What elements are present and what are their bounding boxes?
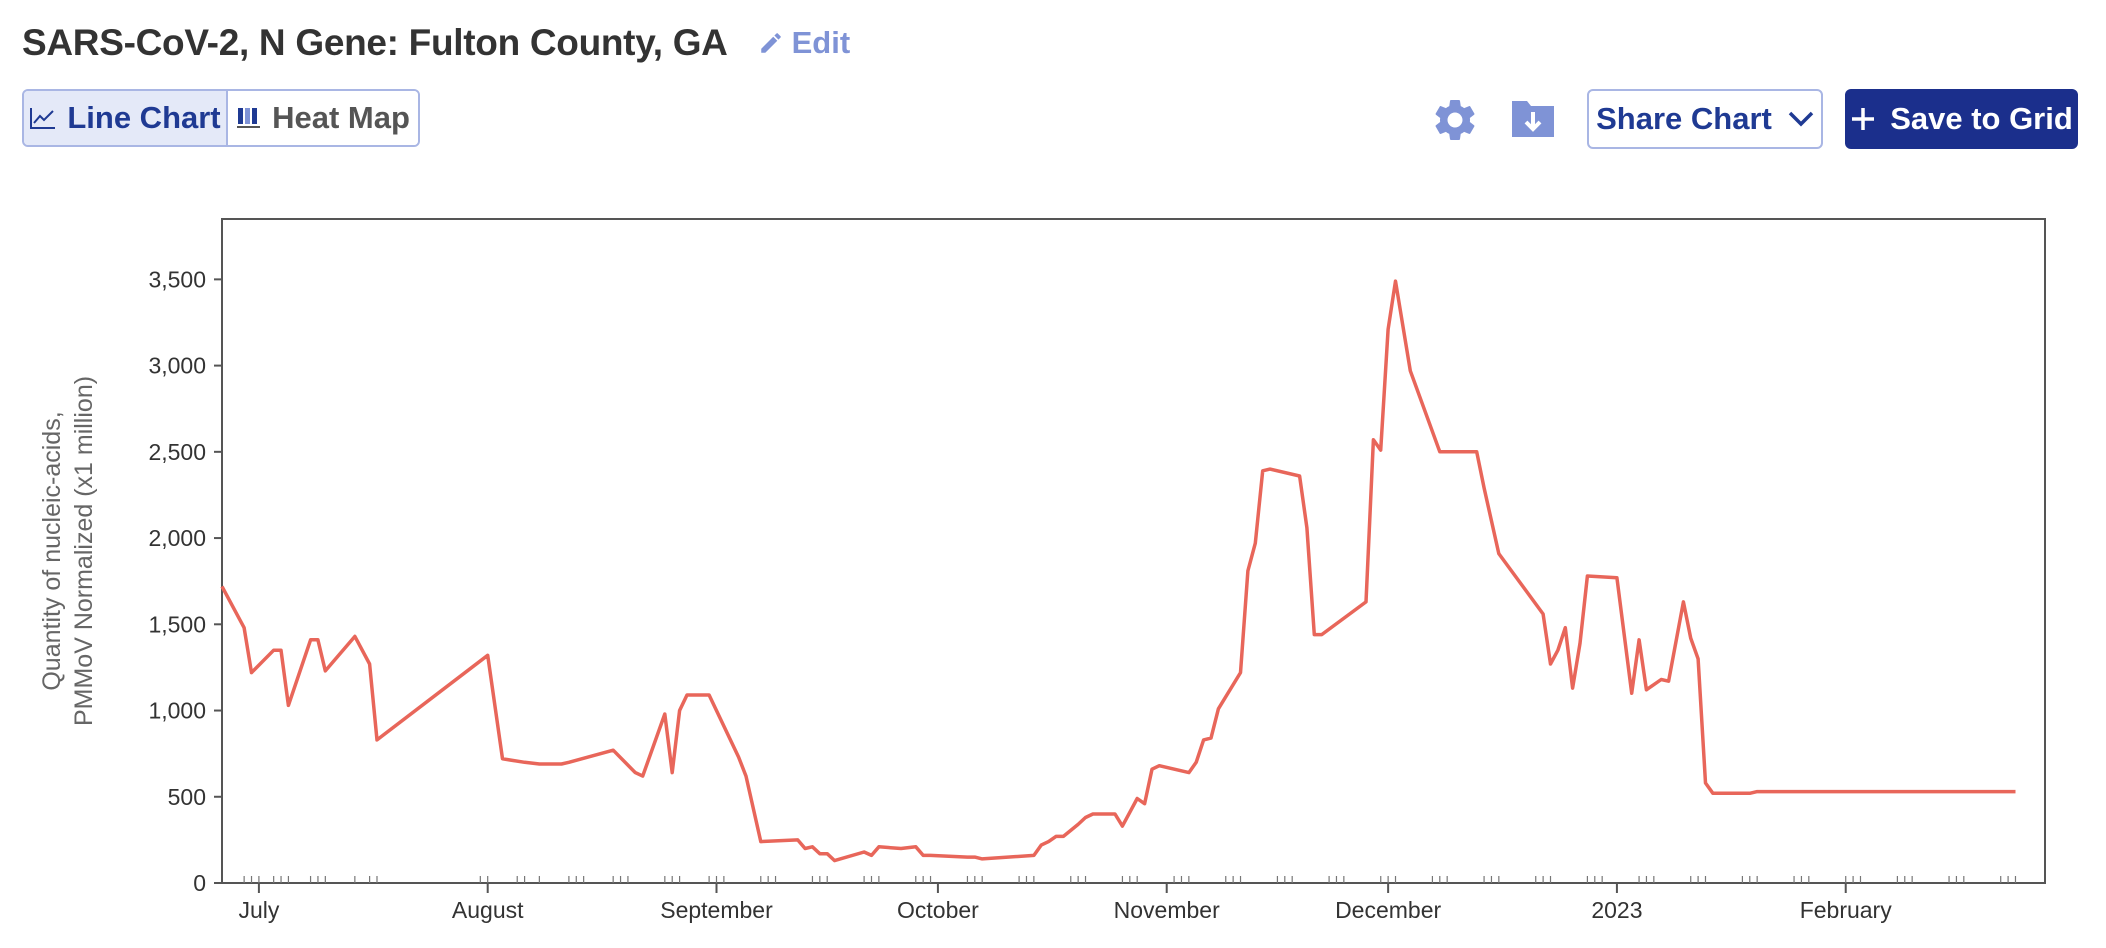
heat-map-tab[interactable]: Heat Map — [228, 91, 418, 145]
share-chart-label: Share Chart — [1596, 101, 1772, 136]
x-tick-label: August — [452, 897, 524, 923]
pencil-icon — [760, 33, 781, 53]
y-tick-label: 1,500 — [148, 611, 206, 637]
page-title: SARS-CoV-2, N Gene: Fulton County, GA — [22, 22, 728, 63]
share-chart-button[interactable]: Share Chart — [1587, 89, 1823, 149]
line-chart-label: Line Chart — [67, 100, 221, 135]
plus-icon — [1852, 108, 1875, 130]
download-button[interactable] — [1510, 97, 1556, 144]
x-tick-label: November — [1114, 897, 1220, 923]
y-tick-label: 2,500 — [148, 439, 206, 465]
y-tick-label: 3,500 — [148, 266, 206, 292]
save-to-grid-button[interactable]: Save to Grid — [1845, 89, 2078, 149]
series-line — [220, 279, 2016, 863]
title-row: SARS-CoV-2, N Gene: Fulton County, GA Ed… — [22, 18, 850, 68]
x-tick-label: July — [238, 897, 279, 923]
y-tick-label: 3,000 — [148, 353, 206, 379]
chart-type-toggle: Line Chart Heat Map — [22, 89, 420, 147]
y-axis-title-line-1: Quantity of nucleic-acids, — [38, 411, 66, 690]
edit-link[interactable]: Edit — [758, 25, 851, 61]
plot-area-frame — [221, 218, 2046, 884]
y-tick-label: 0 — [193, 870, 206, 896]
line-chart-tab[interactable]: Line Chart — [24, 91, 228, 145]
line-chart-icon — [30, 108, 56, 129]
y-tick-label: 2,000 — [148, 525, 206, 551]
save-to-grid-label: Save to Grid — [1890, 101, 2073, 136]
y-tick-label: 500 — [168, 784, 206, 810]
chevron-down-icon — [1788, 111, 1814, 127]
download-folder-icon — [1512, 101, 1554, 137]
settings-button[interactable] — [1430, 95, 1480, 150]
y-tick-label: 1,000 — [148, 698, 206, 724]
heat-map-label: Heat Map — [272, 100, 410, 135]
x-axis: July August September October November Decemb… — [238, 883, 1892, 923]
heat-map-icon — [237, 108, 261, 128]
x-tick-label: February — [1800, 897, 1893, 923]
x-tick-label: September — [660, 897, 773, 923]
edit-label: Edit — [791, 25, 851, 60]
sample-date-ticks — [243, 876, 2017, 883]
gear-icon — [1435, 99, 1475, 140]
x-tick-label: October — [897, 897, 979, 923]
x-tick-label: 2023 — [1591, 897, 1642, 923]
y-axis: 0 500 1,000 1,500 2,000 2,500 3,000 3,500 — [148, 266, 222, 896]
y-axis-title-line-2: PMMoV Normalized (x1 million) — [70, 376, 98, 726]
x-tick-label: December — [1335, 897, 1441, 923]
